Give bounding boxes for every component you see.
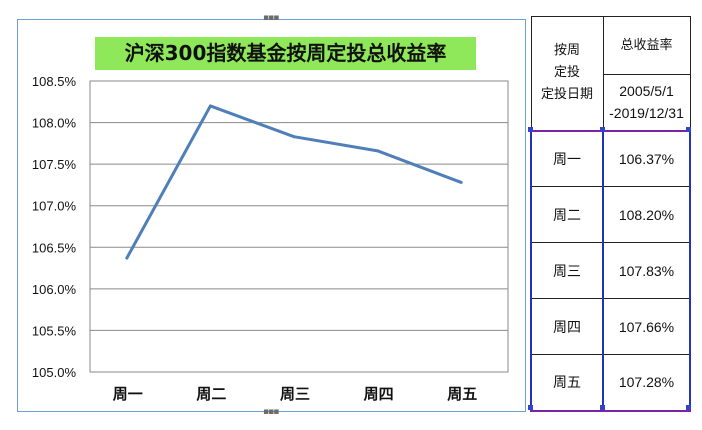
row-value-cell[interactable]: 107.66% [602, 298, 691, 355]
y-tick-label: 107.0% [32, 199, 77, 214]
data-point [376, 149, 380, 153]
data-point [292, 135, 296, 139]
data-point [125, 256, 129, 260]
x-tick-label: 周二 [196, 385, 226, 403]
header-invest-day-label: 按周 定投 定投日期 [540, 43, 593, 103]
row-value-cell[interactable]: 107.28% [602, 354, 691, 412]
returns-table: 按周 定投 定投日期 总收益率 2005/5/1 -2019/12/31 周一 … [530, 16, 691, 412]
header-total-return-label: 总收益率 [620, 37, 673, 53]
table-row: 周四 107.66% [530, 298, 691, 355]
x-tick-label: 周三 [280, 385, 310, 403]
resize-handle-top[interactable]: ▪▪▪ [263, 13, 279, 23]
selection-handle[interactable] [528, 405, 533, 410]
row-day-cell[interactable]: 周二 [530, 186, 604, 243]
selection-handle[interactable] [686, 127, 691, 132]
row-day-cell[interactable]: 周一 [530, 129, 604, 187]
header-total-return: 总收益率 [602, 16, 691, 75]
x-tick-label: 周五 [447, 385, 477, 403]
row-day-cell[interactable]: 周三 [530, 242, 604, 299]
y-tick-label: 105.0% [32, 365, 77, 380]
chart-title: 沪深300指数基金按周定投总收益率 [95, 37, 476, 70]
y-tick-label: 107.5% [32, 157, 77, 172]
selection-handle[interactable] [600, 127, 605, 132]
table-row: 周二 108.20% [530, 186, 691, 243]
y-tick-label: 105.5% [32, 323, 77, 338]
selection-handle[interactable] [600, 405, 605, 410]
series-line [125, 104, 462, 259]
x-tick-label: 周一 [113, 385, 143, 403]
row-day-cell[interactable]: 周四 [530, 298, 604, 355]
selection-handle[interactable] [686, 405, 691, 410]
plot-area [89, 80, 509, 373]
selection-handle[interactable] [528, 127, 533, 132]
row-value-cell[interactable]: 108.20% [602, 186, 691, 243]
data-point [459, 180, 463, 184]
y-tick-label: 108.5% [32, 74, 77, 89]
data-point [208, 104, 212, 108]
y-tick-label: 106.0% [32, 282, 77, 297]
x-tick-label: 周四 [364, 385, 394, 403]
header-invest-day: 按周 定投 定投日期 [530, 16, 604, 131]
y-tick-label: 108.0% [32, 116, 77, 131]
y-tick-label: 106.5% [32, 240, 77, 255]
row-value-cell[interactable]: 107.83% [602, 242, 691, 299]
header-date-range: 2005/5/1 -2019/12/31 [602, 74, 691, 131]
resize-handle-bottom[interactable]: ▪▪▪ [263, 407, 279, 417]
chart-frame[interactable] [17, 19, 526, 412]
table-row: 周一 106.37% [530, 129, 691, 187]
table-row: 周三 107.83% [530, 242, 691, 299]
row-value-cell[interactable]: 106.37% [602, 129, 691, 187]
header-date-range-label: 2005/5/1 -2019/12/31 [609, 83, 684, 122]
table-row: 周五 107.28% [530, 354, 691, 412]
row-day-cell[interactable]: 周五 [530, 354, 604, 412]
